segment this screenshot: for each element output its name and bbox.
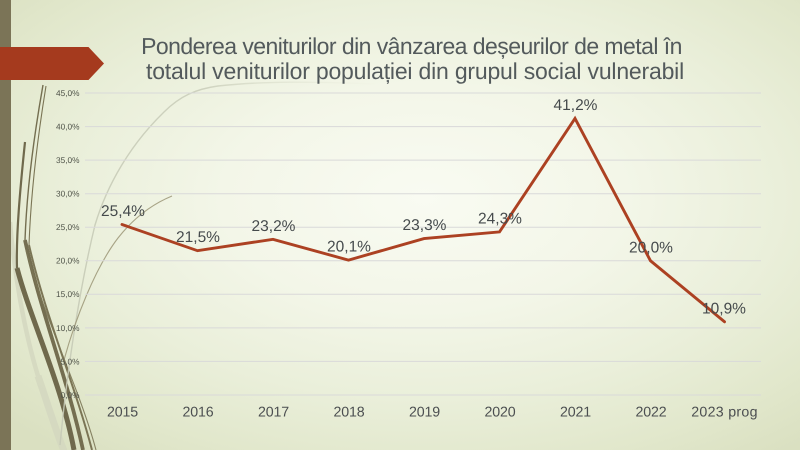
- svg-text:24,3%: 24,3%: [478, 210, 522, 227]
- svg-text:5,0%: 5,0%: [61, 356, 81, 366]
- svg-text:2018: 2018: [333, 405, 364, 421]
- svg-text:10,0%: 10,0%: [56, 323, 80, 333]
- svg-text:totalul veniturilor populației: totalul veniturilor populației din grupu…: [146, 58, 684, 84]
- svg-text:20,0%: 20,0%: [629, 239, 673, 256]
- svg-text:2015: 2015: [107, 405, 138, 421]
- svg-text:21,5%: 21,5%: [176, 229, 220, 246]
- svg-text:40,0%: 40,0%: [56, 122, 80, 132]
- svg-text:45,0%: 45,0%: [56, 88, 80, 98]
- svg-text:23,3%: 23,3%: [403, 217, 447, 234]
- svg-text:0,0%: 0,0%: [61, 390, 81, 400]
- svg-text:25,4%: 25,4%: [101, 203, 145, 220]
- svg-text:2020: 2020: [484, 405, 515, 421]
- svg-text:2016: 2016: [182, 405, 213, 421]
- svg-text:25,0%: 25,0%: [56, 222, 80, 232]
- svg-text:10,9%: 10,9%: [702, 300, 746, 317]
- svg-text:41,2%: 41,2%: [554, 97, 598, 114]
- svg-text:15,0%: 15,0%: [56, 289, 80, 299]
- svg-text:23,2%: 23,2%: [252, 218, 296, 235]
- svg-text:2021: 2021: [560, 405, 591, 421]
- svg-text:20,1%: 20,1%: [327, 239, 371, 256]
- svg-text:35,0%: 35,0%: [56, 155, 80, 165]
- svg-text:2023 prog: 2023 prog: [691, 405, 758, 421]
- svg-text:30,0%: 30,0%: [56, 189, 80, 199]
- svg-text:2019: 2019: [409, 405, 440, 421]
- svg-text:20,0%: 20,0%: [56, 256, 80, 266]
- svg-text:2022: 2022: [635, 405, 666, 421]
- svg-text:Ponderea veniturilor din vânza: Ponderea veniturilor din vânzarea deșeur…: [141, 33, 682, 59]
- svg-text:2017: 2017: [258, 405, 289, 421]
